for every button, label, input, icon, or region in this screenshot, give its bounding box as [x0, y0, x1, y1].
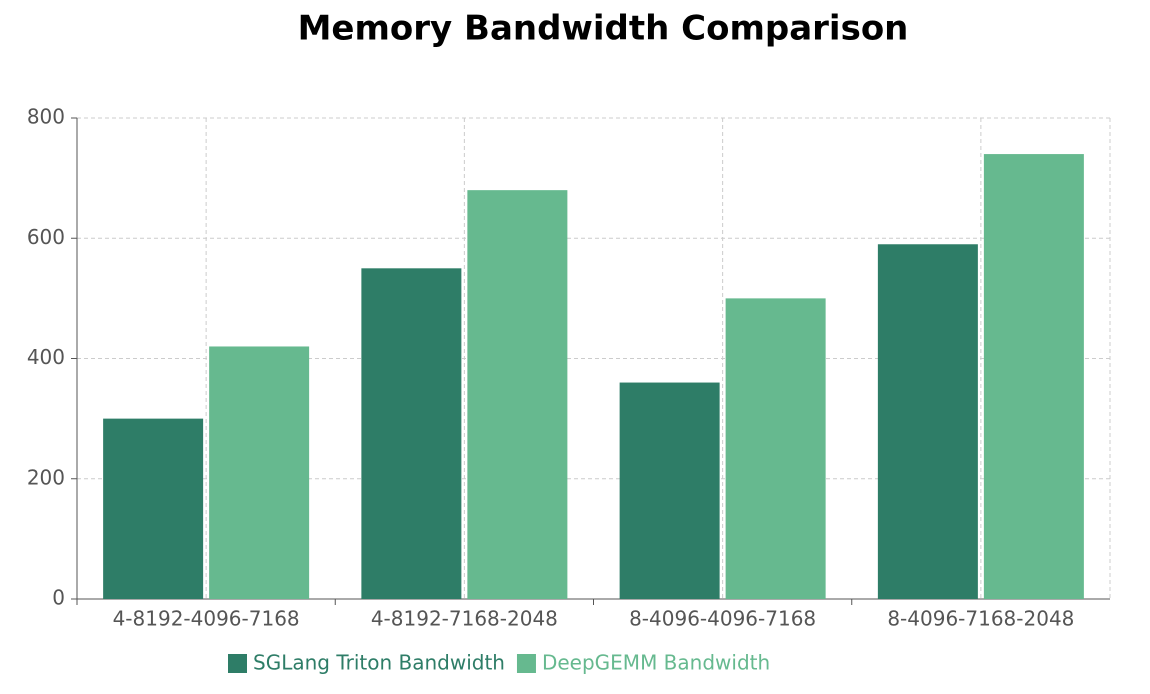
x-tick-label: 8-4096-7168-2048: [887, 607, 1074, 631]
y-tick-label: 400: [27, 345, 65, 369]
legend-swatch: [228, 654, 247, 673]
y-tick-label: 600: [27, 225, 65, 249]
bar: [467, 190, 568, 599]
bar: [983, 154, 1084, 599]
y-tick-label: 0: [52, 586, 65, 610]
legend-label: SGLang Triton Bandwidth: [253, 651, 505, 675]
bar: [103, 418, 204, 599]
bar: [619, 382, 720, 599]
y-tick-label: 800: [27, 105, 65, 129]
bar: [725, 298, 826, 599]
x-tick-label: 8-4096-4096-7168: [629, 607, 816, 631]
bar: [209, 346, 310, 599]
bar: [361, 268, 462, 599]
chart-title: Memory Bandwidth Comparison: [298, 9, 909, 49]
legend-swatch: [516, 654, 536, 673]
legend-label: DeepGEMM Bandwidth: [542, 651, 770, 675]
x-tick-label: 4-8192-4096-7168: [113, 607, 300, 631]
x-tick-label: 4-8192-7168-2048: [371, 607, 558, 631]
bar: [877, 244, 978, 599]
y-tick-label: 200: [27, 465, 65, 489]
